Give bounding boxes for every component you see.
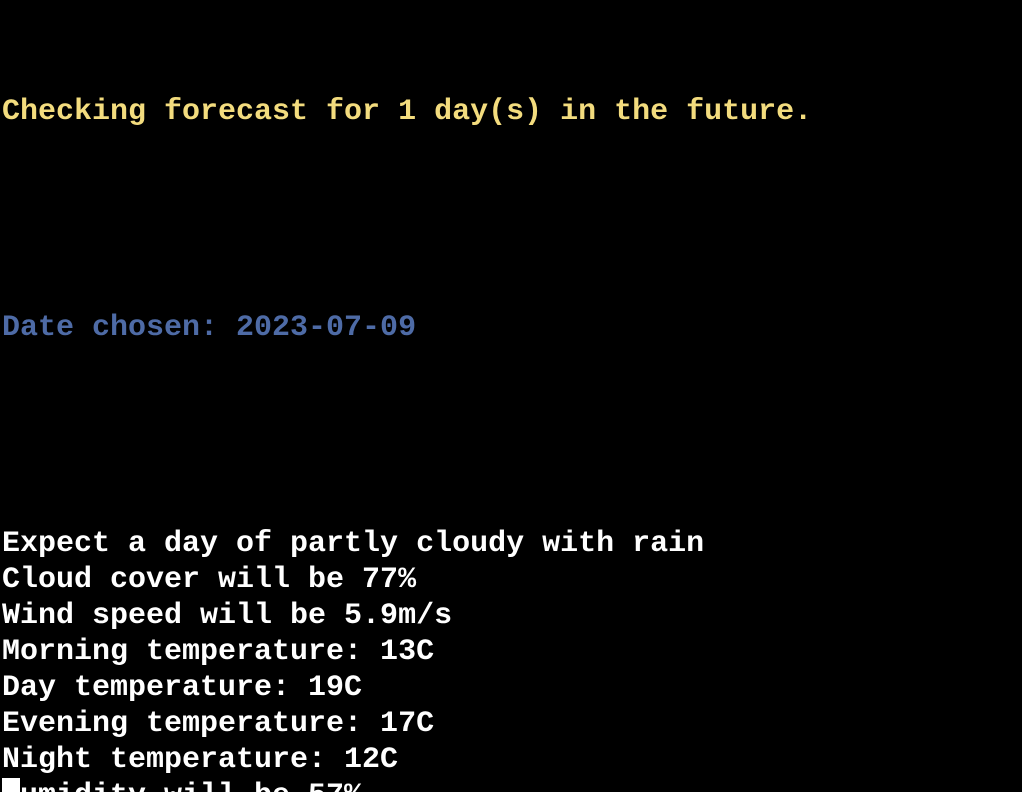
forecast-line: Humidity will be 57%	[2, 778, 1022, 792]
forecast-line: Expect a day of partly cloudy with rain	[2, 527, 705, 561]
forecast-line: Morning temperature: 13C	[2, 635, 435, 669]
forecast-line: Wind speed will be 5.9m/s	[2, 599, 453, 633]
forecast-block: Expect a day of partly cloudy with rain C…	[2, 526, 1022, 792]
forecast-line: Day temperature: 19C	[2, 671, 363, 705]
forecast-line: Evening temperature: 17C	[2, 707, 435, 741]
forecast-line: Cloud cover will be 77%	[2, 563, 417, 597]
forecast-notice: Checking forecast for 1 day(s) in the fu…	[2, 95, 813, 129]
forecast-line: Night temperature: 12C	[2, 743, 399, 777]
date-chosen: Date chosen: 2023-07-09	[2, 311, 417, 345]
cursor	[2, 778, 20, 792]
